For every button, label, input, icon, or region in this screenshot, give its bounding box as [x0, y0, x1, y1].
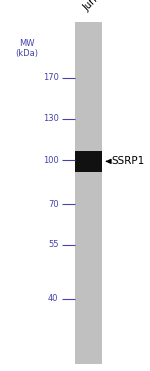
- Text: 130: 130: [43, 114, 58, 123]
- Bar: [75, 151, 102, 171]
- Text: 55: 55: [48, 240, 58, 249]
- Bar: [75, 22, 102, 364]
- Text: 70: 70: [48, 200, 58, 209]
- Text: MW
(kDa): MW (kDa): [15, 39, 39, 58]
- Text: 170: 170: [43, 73, 58, 82]
- Text: 100: 100: [43, 156, 58, 165]
- Text: Jurkat: Jurkat: [81, 0, 109, 13]
- Text: SSRP1: SSRP1: [111, 157, 144, 166]
- Text: 40: 40: [48, 294, 58, 303]
